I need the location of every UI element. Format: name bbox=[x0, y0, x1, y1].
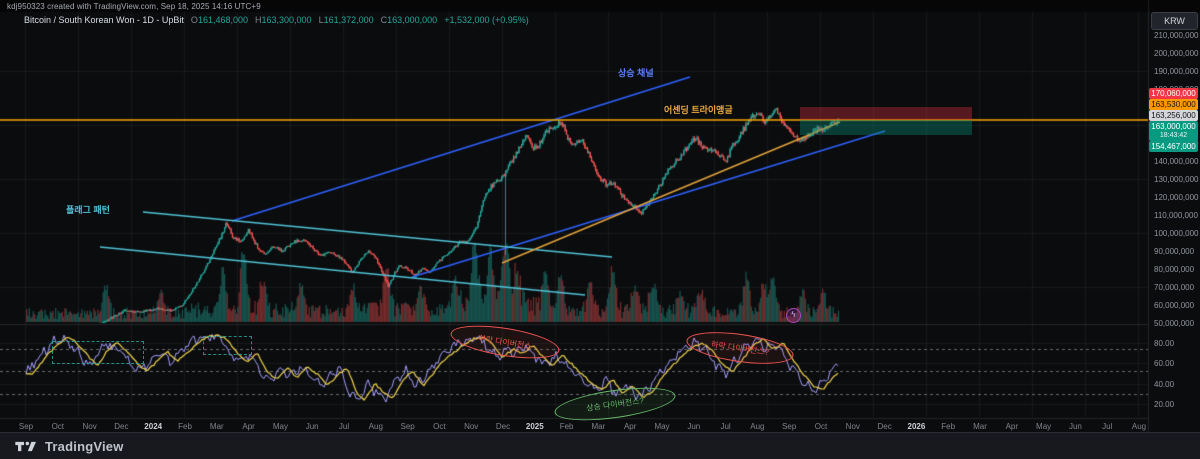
event-marker-icon[interactable]: ϟ bbox=[786, 308, 801, 323]
price-tick: 50,000,000 bbox=[1154, 319, 1195, 328]
price-tick: 190,000,000 bbox=[1154, 67, 1199, 76]
time-label: Feb bbox=[941, 422, 956, 431]
currency-button[interactable]: KRW bbox=[1151, 12, 1198, 30]
price-tick: 140,000,000 bbox=[1154, 157, 1199, 166]
time-label: Oct bbox=[51, 422, 65, 431]
ellipse-label: 하락 다이버전스 bbox=[477, 333, 533, 351]
countdown-timer: 18:43:42 bbox=[1159, 132, 1188, 139]
price-label-value: 163,000,000 bbox=[1151, 122, 1196, 131]
time-label: Jul bbox=[720, 422, 731, 431]
time-label: Aug bbox=[368, 422, 383, 431]
price-label-badge: 163,530,000 bbox=[1149, 99, 1198, 110]
risk-zone[interactable] bbox=[800, 107, 972, 120]
time-label: Jun bbox=[305, 422, 319, 431]
price-label-badge: 154,467,000 bbox=[1149, 141, 1198, 152]
low-label: L bbox=[318, 15, 324, 25]
time-label: May bbox=[654, 422, 670, 431]
time-label: Jul bbox=[338, 422, 350, 431]
change-value: +1,532,000 (+0.95%) bbox=[444, 15, 529, 25]
annotation-flag-pattern[interactable]: 플래그 패턴 bbox=[66, 205, 110, 215]
time-label: Sep bbox=[400, 422, 415, 431]
price-label-value: 163,256,000 bbox=[1151, 111, 1196, 120]
ellipse-label: 상승 다이버전스? bbox=[585, 395, 645, 413]
price-tick: 70,000,000 bbox=[1154, 283, 1195, 292]
time-label: Mar bbox=[591, 422, 606, 431]
time-label: Nov bbox=[845, 422, 860, 431]
tradingview-brand-text[interactable]: TradingView bbox=[45, 438, 124, 454]
time-label: Nov bbox=[82, 422, 97, 431]
price-tick: 110,000,000 bbox=[1154, 211, 1198, 220]
time-axis[interactable]: Sep Oct Nov Dec 2024 Feb Mar Apr May Jun Jul Aug Sep… bbox=[0, 418, 1148, 433]
time-label: Apr bbox=[1005, 422, 1019, 431]
price-tick: 200,000,000 bbox=[1154, 49, 1199, 58]
time-label: Nov bbox=[464, 422, 479, 431]
symbol-title[interactable]: Bitcoin / South Korean Won - 1D - UpBit bbox=[24, 15, 184, 25]
price-label-value: 154,467,000 bbox=[1151, 142, 1196, 151]
price-tick: 130,000,000 bbox=[1154, 175, 1199, 184]
annotation-ascending-triangle[interactable]: 어센딩 트라이앵글 bbox=[664, 105, 733, 115]
time-label: 2025 bbox=[525, 422, 544, 431]
price-tick: 60,000,000 bbox=[1154, 301, 1195, 310]
price-tick: 80,000,000 bbox=[1154, 265, 1195, 274]
price-tick: 210,000,000 bbox=[1154, 31, 1199, 40]
price-label-badge: 163,000,000 18:43:42 bbox=[1149, 121, 1198, 141]
time-label: Dec bbox=[114, 422, 129, 431]
time-label: May bbox=[272, 422, 288, 431]
price-label-badge: 170,060,000 bbox=[1149, 88, 1198, 99]
highlight-box[interactable] bbox=[203, 336, 252, 355]
price-tick: 100,000,000 bbox=[1154, 229, 1199, 238]
time-label: Jul bbox=[1102, 422, 1113, 431]
time-label: May bbox=[1036, 422, 1052, 431]
time-label: Oct bbox=[433, 422, 446, 431]
time-label: 2026 bbox=[907, 422, 926, 431]
ellipse-label: 하락 다이버전스? bbox=[710, 339, 770, 357]
time-label: Oct bbox=[814, 422, 828, 431]
symbol-legend: Bitcoin / South Korean Won - 1D - UpBit O… bbox=[24, 15, 529, 25]
price-label-value: 163,530,000 bbox=[1151, 100, 1196, 109]
indicator-tick: 20.00 bbox=[1154, 400, 1175, 410]
time-label: 2024 bbox=[144, 422, 163, 431]
time-label: Sep bbox=[18, 422, 34, 431]
close-label: C bbox=[380, 15, 388, 25]
high-value: 163,300,000 bbox=[261, 15, 312, 25]
price-label-badge: 163,256,000 bbox=[1149, 110, 1198, 121]
highlight-box[interactable] bbox=[52, 341, 144, 364]
time-label: Dec bbox=[877, 422, 892, 431]
time-label: Aug bbox=[1131, 422, 1147, 431]
low-value: 161,372,000 bbox=[323, 15, 374, 25]
time-label: Jun bbox=[687, 422, 701, 431]
indicator-tick: 80.00 bbox=[1154, 339, 1175, 349]
high-label: H bbox=[255, 15, 262, 25]
time-label: Jun bbox=[1068, 422, 1082, 431]
close-value: 163,000,000 bbox=[387, 15, 438, 25]
price-label-value: 170,060,000 bbox=[1151, 89, 1196, 98]
time-label: Apr bbox=[242, 422, 255, 431]
annotation-rising-channel[interactable]: 상승 채널 bbox=[618, 68, 654, 78]
target-zone[interactable] bbox=[800, 120, 972, 135]
open-label: O bbox=[190, 15, 198, 25]
price-tick: 90,000,000 bbox=[1154, 247, 1195, 256]
footer-bar: TradingView bbox=[0, 432, 1200, 459]
indicator-tick: 60.00 bbox=[1154, 359, 1175, 369]
time-label: Aug bbox=[750, 422, 765, 431]
watermark: kdj950323 created with TradingView.com, … bbox=[7, 2, 261, 11]
open-value: 161,468,000 bbox=[197, 15, 248, 25]
time-label: Mar bbox=[973, 422, 987, 431]
indicator-tick: 40.00 bbox=[1154, 379, 1175, 389]
time-label: Sep bbox=[782, 422, 797, 431]
time-label: Apr bbox=[623, 422, 637, 431]
price-tick: 120,000,000 bbox=[1154, 193, 1199, 202]
time-label: Feb bbox=[559, 422, 574, 431]
tradingview-logo[interactable] bbox=[14, 439, 38, 454]
time-label: Feb bbox=[178, 422, 192, 431]
time-label: Dec bbox=[495, 422, 511, 431]
price-axis[interactable]: KRW 210,000,000200,000,000190,000,000180… bbox=[1148, 0, 1200, 432]
time-label: Mar bbox=[209, 422, 224, 431]
